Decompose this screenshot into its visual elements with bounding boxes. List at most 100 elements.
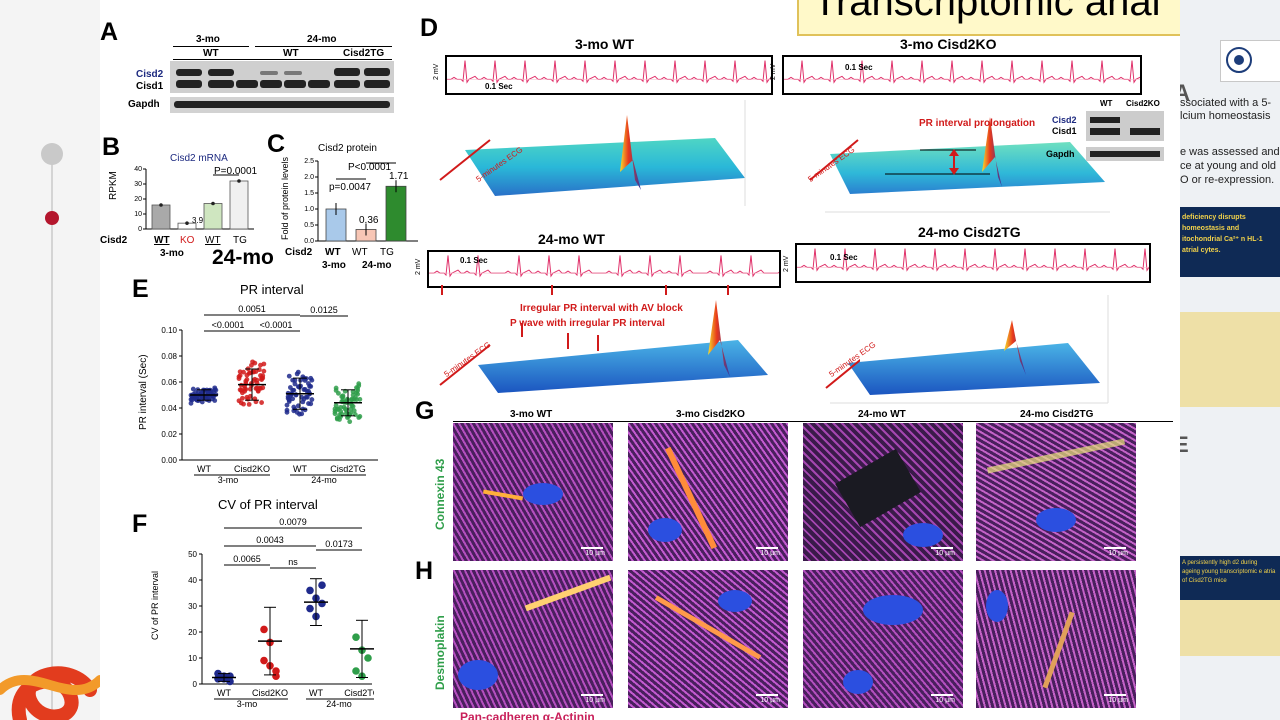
micro-h-24mo-wt: 10 µm: [803, 570, 963, 708]
chartE-point-3-56: [334, 416, 340, 422]
chartE-point-2-42: [299, 411, 305, 417]
ecg-trace-3mo-ko: [782, 55, 1146, 95]
chartE-point-1-32: [249, 383, 254, 388]
right-letter-a: A: [1180, 80, 1190, 105]
micro-scale-5: 10 µm: [585, 697, 605, 704]
micro-col-3: 24-mo Cisd2TG: [1020, 409, 1094, 420]
title-banner: Transcriptomic anal: [797, 0, 1180, 36]
chartE-cat-1: Cisd2KO: [234, 464, 270, 474]
chartF-ytick-label-5: 50: [188, 550, 197, 559]
panel-b-row-label: Cisd2: [100, 235, 128, 246]
chartE-point-1-59: [260, 375, 266, 381]
chartE-point-2-35: [292, 377, 298, 383]
chartE-point-0-41: [213, 387, 219, 393]
panel-f-title-text: CV of PR interval: [218, 497, 318, 512]
b-bar-0: [151, 204, 171, 230]
chartE-point-0-10: [190, 386, 196, 392]
chartF-ytick-label-2: 20: [188, 628, 197, 637]
chartE-point-3-39: [351, 408, 357, 414]
chartE-point-0-59: [212, 398, 218, 403]
chartE-point-1-55: [249, 362, 254, 368]
chartE-bracket-label-3: <0.0001: [260, 320, 293, 330]
micro-scale-8: 10 µm: [1108, 697, 1128, 704]
panel-c-group2: 24-mo: [362, 260, 392, 271]
chartE-point-1-58: [244, 372, 250, 378]
ecg-3d-surface-24mo-wt: [441, 285, 768, 393]
timeline-track: [51, 150, 53, 720]
chartF-point-1-0: [260, 625, 268, 634]
chartF-ytick-label-4: 40: [188, 576, 197, 585]
chartE-point-1-41: [261, 368, 267, 374]
ecg-waveform-2: [784, 60, 1146, 84]
chartE-point-3-38: [335, 390, 341, 396]
panel-b-chart: 0 10 20 30 40: [134, 166, 254, 233]
chartE-ytick-label-3: 0.06: [161, 378, 177, 387]
chartE-point-1-46: [236, 376, 242, 382]
inset-ko: Cisd2KO: [1126, 99, 1160, 108]
micro-scale-6: 10 µm: [760, 697, 780, 704]
micro-scale-3: 10 µm: [935, 550, 955, 557]
ecg-mv-3: 2 mV: [415, 258, 422, 275]
c-ytick-label-1: 0.5: [304, 222, 314, 229]
panel-b-annot: 3.9: [192, 216, 204, 225]
b-bar-2: [203, 203, 223, 230]
ecg-annot-pr-prolong: PR interval prolongation: [919, 118, 1036, 129]
ecg-line-2: [429, 255, 806, 278]
micro-col-0: 3-mo WT: [510, 409, 553, 420]
chartE-point-1-54: [259, 400, 265, 405]
chartF-group-0: 3-mo: [237, 699, 258, 709]
university-logo-icon: [1220, 40, 1280, 82]
chartE-point-2-45: [294, 371, 300, 377]
panel-d-inset-blot: WT Cisd2KO Cisd2 Cisd1 Gapdh: [1046, 99, 1168, 165]
chartE-point-3-49: [354, 397, 359, 402]
chartF-bracket-label-1: 0.0043: [256, 535, 284, 545]
panel-a-line-3mo: [173, 46, 249, 47]
chartE-ytick-label-5: 0.10: [161, 326, 177, 335]
ecg-sec-3: 0.1 Sec: [460, 256, 488, 265]
chartE-bracket-label-0: 0.0051: [238, 304, 266, 314]
panel-c-cat-2: TG: [380, 247, 394, 258]
c-ytick-label-5: 2.5: [304, 158, 314, 165]
panel-a-wt1: WT: [203, 48, 219, 59]
micro-scale-7: 10 µm: [935, 697, 955, 704]
panel-letter-b: B: [102, 133, 121, 161]
chartE-point-3-41: [357, 396, 363, 402]
chartE-point-0-52: [205, 389, 211, 395]
panel-e-ylabel: PR interval (Sec): [138, 354, 149, 430]
micro-g-3mo-wt: 10 µm: [453, 423, 613, 561]
right-text-2: lcium homeostasis: [1180, 110, 1271, 122]
chartE-point-3-19: [347, 419, 353, 425]
panel-b-group1: 3-mo: [160, 248, 184, 259]
timeline-dot-current[interactable]: [41, 143, 63, 165]
right-gold-box: [1180, 312, 1280, 407]
ecg-title-24mo-wt: 24-mo WT: [538, 231, 605, 247]
chartE-point-1-35: [244, 394, 250, 400]
chartF-ytick-label-0: 0: [193, 680, 198, 689]
ecg-trace-24mo-tg: [795, 243, 1159, 283]
panel-c-label-0: 0.36: [359, 215, 379, 226]
chartE-point-1-22: [246, 401, 252, 407]
micro-h-3mo-ko: 10 µm: [628, 570, 788, 708]
chartE-point-2-12: [292, 381, 298, 387]
chartE-point-3-54: [355, 386, 361, 391]
chartE-group-0: 3-mo: [218, 475, 239, 485]
micro-header-line: [453, 421, 1173, 422]
panel-c-label-1: 1.71: [389, 171, 409, 182]
chartE-ytick-label-0: 0.00: [161, 456, 177, 465]
chartE-point-2-48: [290, 387, 296, 393]
ecg-waveform-4: [797, 248, 1159, 272]
ecg-title-3mo-wt: 3-mo WT: [575, 36, 635, 52]
ecg-line-0: [447, 60, 779, 84]
chartE-cat-3: Cisd2TG: [330, 464, 366, 474]
chartF-cat-2: WT: [309, 688, 323, 698]
right-bottom-box: A persistently high d2 during ageing you…: [1180, 556, 1280, 600]
ecg-waveform-3: [429, 255, 806, 278]
c-ytick-label-0: 0.0: [304, 238, 314, 245]
chartE-point-2-55: [297, 384, 302, 390]
panel-e-title: PR interval: [240, 282, 304, 297]
chartF-point-2-3: [306, 604, 314, 613]
timeline-dot-visited[interactable]: [45, 211, 59, 225]
panel-a-row-cisd2: Cisd2: [136, 69, 164, 80]
chartE-point-3-23: [332, 411, 338, 417]
b-ytick-label-1: 10: [134, 211, 142, 218]
